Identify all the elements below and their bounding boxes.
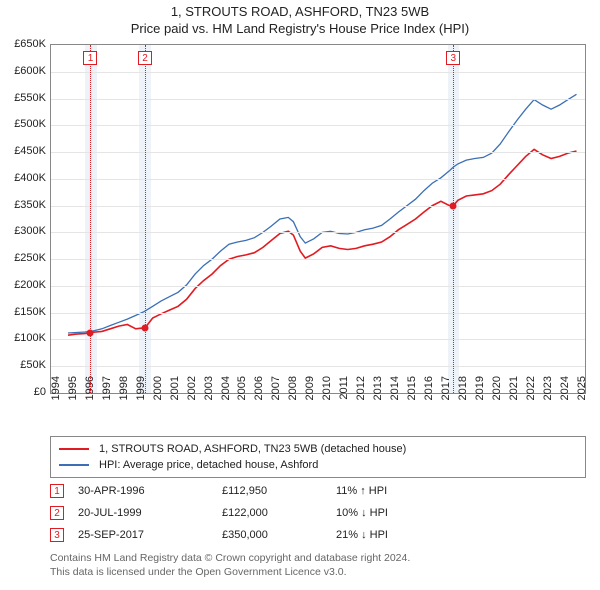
y-axis-label: £0	[0, 386, 46, 398]
gridline-h	[51, 313, 585, 314]
sale-marker-number: 1	[83, 51, 97, 65]
x-axis-label: 2005	[236, 376, 248, 416]
x-axis-label: 2014	[389, 376, 401, 416]
legend-row: HPI: Average price, detached house, Ashf…	[59, 457, 577, 473]
sale-row-price: £112,950	[222, 485, 322, 497]
sale-row-pct: 10% ↓ HPI	[336, 507, 466, 519]
y-axis-label: £600K	[0, 65, 46, 77]
gridline-h	[51, 366, 585, 367]
chart-container: 1, STROUTS ROAD, ASHFORD, TN23 5WB Price…	[0, 0, 600, 590]
x-axis-label: 2015	[406, 376, 418, 416]
y-axis-label: £100K	[0, 332, 46, 344]
footer-line2: This data is licensed under the Open Gov…	[50, 566, 586, 580]
sale-row-date: 25-SEP-2017	[78, 529, 208, 541]
sale-marker-dot	[450, 202, 457, 209]
y-axis-label: £200K	[0, 279, 46, 291]
sale-row-date: 30-APR-1996	[78, 485, 208, 497]
x-axis-label: 1999	[135, 376, 147, 416]
x-axis-label: 2022	[525, 376, 537, 416]
chart-svg	[51, 45, 585, 393]
sale-row-number: 2	[50, 506, 64, 520]
y-axis-label: £300K	[0, 225, 46, 237]
sale-row: 3 25-SEP-2017 £350,000 21% ↓ HPI	[50, 524, 586, 546]
x-axis-label: 2010	[321, 376, 333, 416]
sale-row-date: 20-JUL-1999	[78, 507, 208, 519]
x-axis-label: 2011	[338, 376, 350, 416]
sale-marker-number: 3	[446, 51, 460, 65]
y-axis-label: £500K	[0, 118, 46, 130]
x-axis-label: 2013	[372, 376, 384, 416]
x-axis-label: 1998	[118, 376, 130, 416]
sale-row-price: £350,000	[222, 529, 322, 541]
x-axis-label: 2024	[559, 376, 571, 416]
legend-row: 1, STROUTS ROAD, ASHFORD, TN23 5WB (deta…	[59, 441, 577, 457]
x-axis-label: 2016	[423, 376, 435, 416]
legend-label: 1, STROUTS ROAD, ASHFORD, TN23 5WB (deta…	[99, 443, 406, 455]
sale-row-pct: 11% ↑ HPI	[336, 485, 466, 497]
x-axis-label: 2020	[491, 376, 503, 416]
sale-row-number: 1	[50, 484, 64, 498]
y-axis-label: £550K	[0, 92, 46, 104]
x-axis-label: 2000	[152, 376, 164, 416]
footer-attribution: Contains HM Land Registry data © Crown c…	[50, 552, 586, 579]
sale-marker-dot	[142, 324, 149, 331]
gridline-h	[51, 179, 585, 180]
y-axis-label: £150K	[0, 306, 46, 318]
x-axis-label: 2025	[576, 376, 588, 416]
y-axis-label: £250K	[0, 252, 46, 264]
gridline-h	[51, 206, 585, 207]
legend-box: 1, STROUTS ROAD, ASHFORD, TN23 5WB (deta…	[50, 436, 586, 478]
x-axis-label: 2007	[270, 376, 282, 416]
sale-marker-dot	[87, 329, 94, 336]
gridline-h	[51, 286, 585, 287]
x-axis-label: 2019	[474, 376, 486, 416]
title-block: 1, STROUTS ROAD, ASHFORD, TN23 5WB Price…	[0, 0, 600, 36]
sale-marker-line	[453, 45, 454, 393]
y-axis-label: £450K	[0, 145, 46, 157]
x-axis-label: 2012	[355, 376, 367, 416]
x-axis-label: 2006	[253, 376, 265, 416]
x-axis-label: 1994	[50, 376, 62, 416]
gridline-h	[51, 99, 585, 100]
legend-swatch	[59, 448, 89, 450]
y-axis-label: £350K	[0, 199, 46, 211]
x-axis-label: 1997	[101, 376, 113, 416]
sale-marker-number: 2	[138, 51, 152, 65]
chart-plot-area: 1 2 3	[50, 44, 586, 394]
title-address: 1, STROUTS ROAD, ASHFORD, TN23 5WB	[0, 4, 600, 19]
y-axis-label: £400K	[0, 172, 46, 184]
x-axis-label: 2008	[287, 376, 299, 416]
sale-row: 2 20-JUL-1999 £122,000 10% ↓ HPI	[50, 502, 586, 524]
title-subtitle: Price paid vs. HM Land Registry's House …	[0, 21, 600, 36]
sale-marker-line	[145, 45, 146, 393]
x-axis-label: 2009	[304, 376, 316, 416]
legend-swatch	[59, 464, 89, 466]
x-axis-label: 2018	[457, 376, 469, 416]
x-axis-label: 2004	[220, 376, 232, 416]
gridline-h	[51, 259, 585, 260]
x-axis-label: 1995	[67, 376, 79, 416]
footer-line1: Contains HM Land Registry data © Crown c…	[50, 552, 586, 566]
gridline-h	[51, 125, 585, 126]
sale-row-pct: 21% ↓ HPI	[336, 529, 466, 541]
y-axis-label: £50K	[0, 359, 46, 371]
x-axis-label: 2017	[440, 376, 452, 416]
x-axis-label: 2021	[508, 376, 520, 416]
sale-row-number: 3	[50, 528, 64, 542]
sale-row: 1 30-APR-1996 £112,950 11% ↑ HPI	[50, 480, 586, 502]
gridline-h	[51, 339, 585, 340]
gridline-h	[51, 152, 585, 153]
x-axis-label: 2002	[186, 376, 198, 416]
x-axis-label: 2003	[203, 376, 215, 416]
x-axis-label: 1996	[84, 376, 96, 416]
sale-marker-line	[90, 45, 91, 393]
legend-label: HPI: Average price, detached house, Ashf…	[99, 459, 318, 471]
x-axis-label: 2001	[169, 376, 181, 416]
gridline-h	[51, 72, 585, 73]
y-axis-label: £650K	[0, 38, 46, 50]
x-axis-label: 2023	[542, 376, 554, 416]
gridline-h	[51, 232, 585, 233]
sales-table: 1 30-APR-1996 £112,950 11% ↑ HPI 2 20-JUL-199…	[50, 480, 586, 546]
sale-row-price: £122,000	[222, 507, 322, 519]
